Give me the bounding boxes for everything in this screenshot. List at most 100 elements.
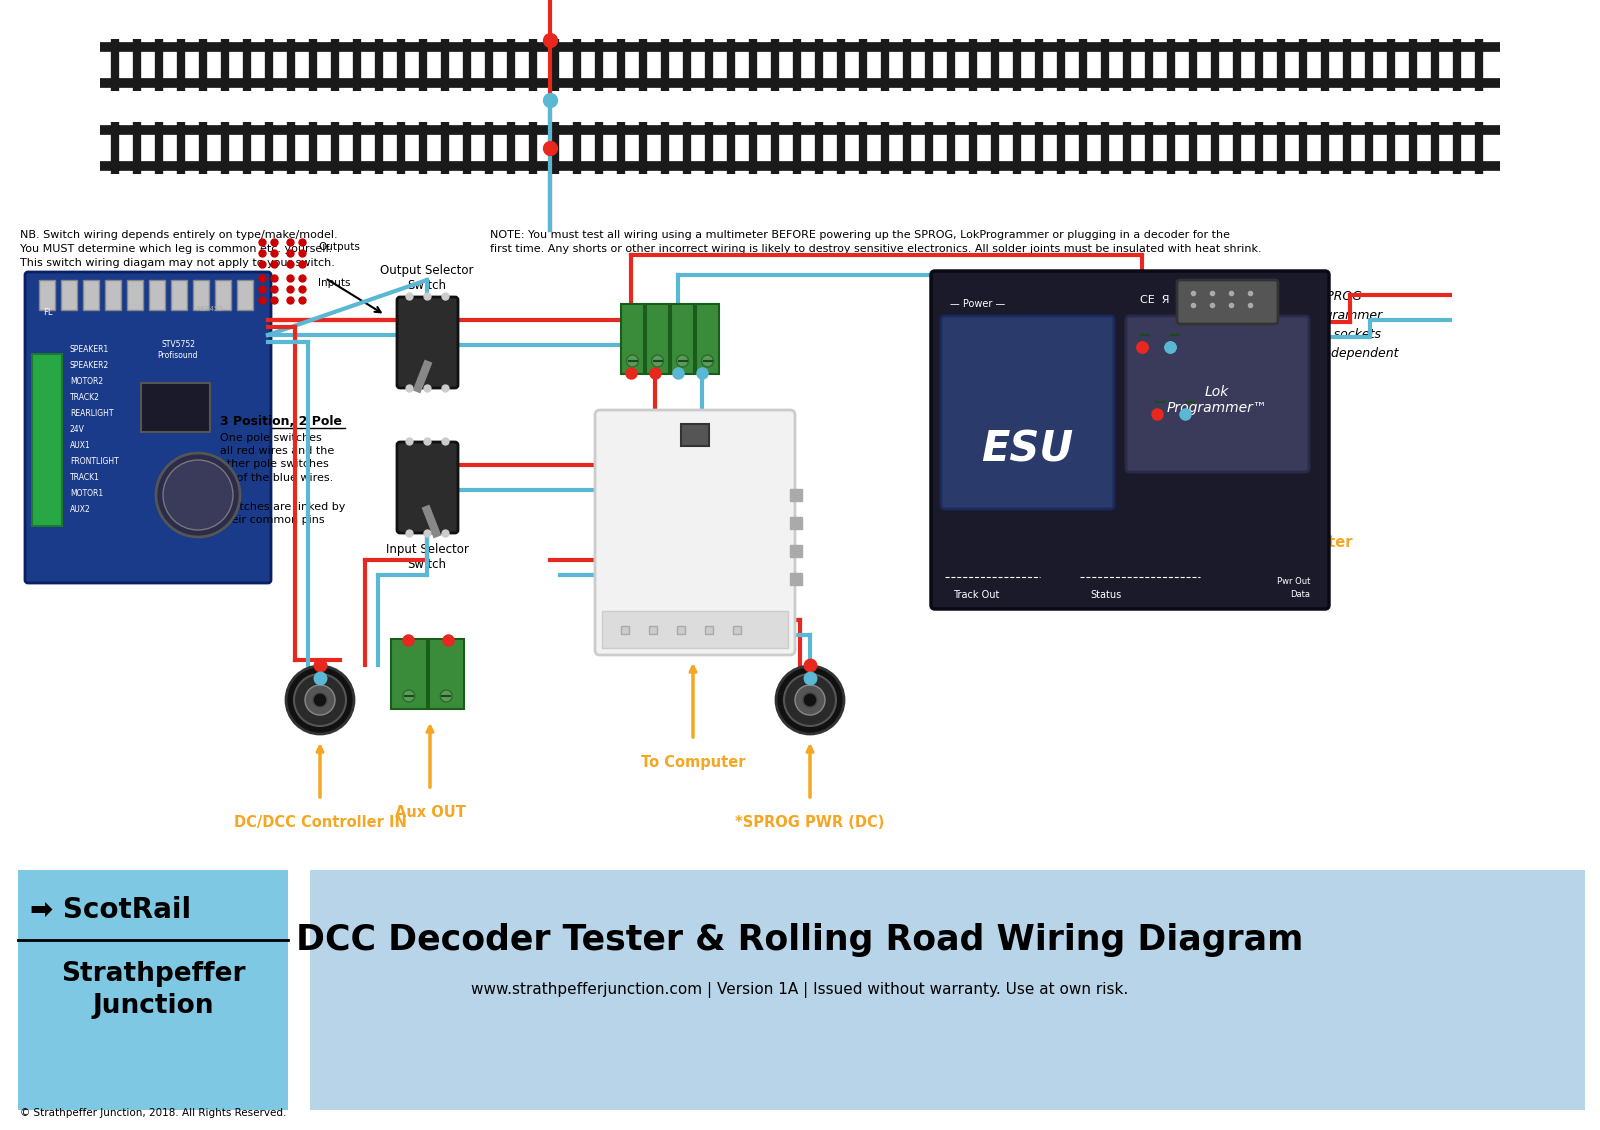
Circle shape <box>795 685 826 715</box>
FancyBboxPatch shape <box>1131 294 1158 348</box>
Circle shape <box>314 693 326 707</box>
FancyBboxPatch shape <box>126 280 142 310</box>
FancyBboxPatch shape <box>696 304 718 374</box>
FancyBboxPatch shape <box>390 638 427 709</box>
Text: *Only the SPROG
and LokProgrammer
power input sockets
are polarity-dependent: *Only the SPROG and LokProgrammer power … <box>1254 290 1398 360</box>
Circle shape <box>440 690 453 702</box>
Circle shape <box>1139 329 1150 341</box>
Text: NEF452: NEF452 <box>197 306 224 312</box>
FancyBboxPatch shape <box>595 410 795 655</box>
Text: Strathpeffer
Junction: Strathpeffer Junction <box>61 960 245 1019</box>
Text: 3 Position, 2 Pole: 3 Position, 2 Pole <box>221 415 342 428</box>
Text: MOTOR2: MOTOR2 <box>70 377 102 386</box>
Text: Input Selector
Switch: Input Selector Switch <box>386 544 469 571</box>
Text: www.strathpefferjunction.com | Version 1A | Issued without warranty. Use at own : www.strathpefferjunction.com | Version 1… <box>472 982 1128 998</box>
Circle shape <box>157 453 240 537</box>
Text: SPROG 3: SPROG 3 <box>637 560 754 584</box>
Circle shape <box>403 690 414 702</box>
Text: DCC USB Command Station: DCC USB Command Station <box>627 545 763 555</box>
FancyBboxPatch shape <box>38 280 54 310</box>
Text: ➡ ScotRail: ➡ ScotRail <box>30 896 190 924</box>
FancyBboxPatch shape <box>1146 360 1174 415</box>
Text: TRACK1: TRACK1 <box>70 473 99 483</box>
FancyBboxPatch shape <box>149 280 165 310</box>
FancyBboxPatch shape <box>602 611 787 647</box>
FancyBboxPatch shape <box>194 280 210 310</box>
Text: Lok
Programmer™: Lok Programmer™ <box>1166 385 1267 415</box>
Text: Track Out: Track Out <box>954 590 1000 600</box>
FancyBboxPatch shape <box>1176 360 1205 415</box>
Text: NB. Switch wiring depends entirely on type/make/model.
You MUST determine which : NB. Switch wiring depends entirely on ty… <box>19 231 338 268</box>
FancyBboxPatch shape <box>106 280 122 310</box>
Text: STV5752
Profisound: STV5752 Profisound <box>158 340 198 359</box>
Circle shape <box>677 355 688 367</box>
FancyBboxPatch shape <box>237 280 253 310</box>
Circle shape <box>286 666 354 734</box>
FancyBboxPatch shape <box>1126 316 1309 472</box>
Text: MOTOR1: MOTOR1 <box>70 489 102 498</box>
FancyBboxPatch shape <box>61 280 77 310</box>
Circle shape <box>627 355 638 367</box>
FancyBboxPatch shape <box>32 354 62 525</box>
FancyBboxPatch shape <box>26 272 270 583</box>
FancyBboxPatch shape <box>931 271 1330 609</box>
Text: Outputs: Outputs <box>318 242 360 252</box>
Circle shape <box>306 685 334 715</box>
Text: Inputs: Inputs <box>318 278 350 288</box>
FancyBboxPatch shape <box>670 304 694 374</box>
Text: DCC Decoder Tester & Rolling Road Wiring Diagram: DCC Decoder Tester & Rolling Road Wiring… <box>296 923 1304 957</box>
Text: SPEAKER1: SPEAKER1 <box>70 346 109 355</box>
Circle shape <box>701 355 714 367</box>
Text: NOTE: You must test all wiring using a multimeter BEFORE powering up the SPROG, : NOTE: You must test all wiring using a m… <box>490 231 1262 254</box>
Text: Data: Data <box>1290 590 1310 599</box>
Text: Status: Status <box>1090 590 1122 600</box>
Text: Aux OUT: Aux OUT <box>395 805 466 820</box>
Text: AUX1: AUX1 <box>70 442 91 451</box>
Text: Output Selector
Switch: Output Selector Switch <box>381 264 474 292</box>
Circle shape <box>651 355 664 367</box>
Text: Switches are linked by
their common pins: Switches are linked by their common pins <box>221 502 346 525</box>
FancyBboxPatch shape <box>646 304 669 374</box>
Text: TRACK2: TRACK2 <box>70 393 99 402</box>
Text: SPEAKER2: SPEAKER2 <box>70 362 109 371</box>
Circle shape <box>776 666 845 734</box>
FancyBboxPatch shape <box>310 870 1586 1110</box>
FancyBboxPatch shape <box>429 638 464 709</box>
FancyBboxPatch shape <box>18 870 288 1110</box>
Circle shape <box>163 460 234 530</box>
Text: REARLIGHT: REARLIGHT <box>70 409 114 418</box>
Text: One pole switches
all red wires and the
other pole switches
all of the blue wire: One pole switches all red wires and the … <box>221 433 334 483</box>
Text: Pwr Out: Pwr Out <box>1277 577 1310 586</box>
FancyBboxPatch shape <box>682 424 709 446</box>
FancyBboxPatch shape <box>941 316 1114 508</box>
Text: To Computer: To Computer <box>640 755 746 770</box>
Text: ESU: ESU <box>981 429 1074 471</box>
Circle shape <box>1154 396 1166 408</box>
Circle shape <box>1170 329 1181 341</box>
FancyBboxPatch shape <box>397 442 458 533</box>
Text: — PC —: — PC — <box>1210 299 1248 308</box>
FancyBboxPatch shape <box>171 280 187 310</box>
Text: 24V: 24V <box>70 426 85 435</box>
Text: FL: FL <box>43 308 53 318</box>
FancyBboxPatch shape <box>83 280 99 310</box>
Text: — Power —: — Power — <box>950 299 1005 308</box>
Text: © www.sprog-dcc.co.uk: © www.sprog-dcc.co.uk <box>642 530 749 539</box>
Text: DC/DCC Controller IN: DC/DCC Controller IN <box>234 815 406 831</box>
FancyBboxPatch shape <box>1162 294 1189 348</box>
FancyBboxPatch shape <box>621 304 643 374</box>
Circle shape <box>784 673 835 725</box>
Text: FRONTLIGHT: FRONTLIGHT <box>70 458 118 467</box>
Circle shape <box>294 673 346 725</box>
Text: © Strathpeffer Junction, 2018. All Rights Reserved.: © Strathpeffer Junction, 2018. All Right… <box>19 1109 286 1118</box>
Text: CE  Я: CE Я <box>1139 295 1170 305</box>
FancyBboxPatch shape <box>397 297 458 388</box>
FancyBboxPatch shape <box>214 280 230 310</box>
Text: *SPROG PWR (DC): *SPROG PWR (DC) <box>736 815 885 831</box>
FancyBboxPatch shape <box>1178 280 1278 324</box>
Text: AUX2: AUX2 <box>70 505 91 514</box>
FancyBboxPatch shape <box>141 383 210 432</box>
Circle shape <box>803 693 818 707</box>
Circle shape <box>1184 396 1197 408</box>
Text: To Computer: To Computer <box>1248 534 1352 550</box>
